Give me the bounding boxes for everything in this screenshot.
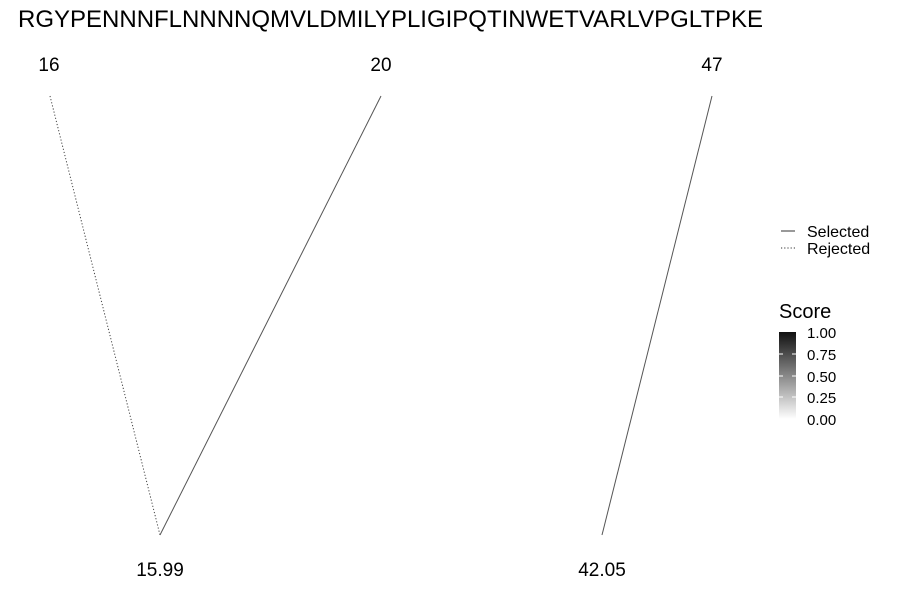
bottom-site-label-15-99: 15.99 bbox=[136, 560, 184, 581]
score-legend-title: Score bbox=[779, 301, 831, 323]
legend-rejected-label: Rejected bbox=[807, 241, 870, 258]
bottom-site-label-42-05: 42.05 bbox=[578, 560, 626, 581]
top-site-label-20: 20 bbox=[370, 55, 391, 76]
legend-selected-label: Selected bbox=[807, 224, 869, 241]
top-site-label-16: 16 bbox=[38, 55, 59, 76]
top-site-label-47: 47 bbox=[701, 55, 722, 76]
score-tick-label: 0.75 bbox=[807, 347, 836, 364]
connection-line-16-to-15-99 bbox=[49, 95, 161, 536]
score-colorbar bbox=[779, 332, 796, 419]
score-tick-label: 1.00 bbox=[807, 325, 836, 342]
sequence-title: RGYPENNNFLNNNNQMVLDMILYPLIGIPQTINWETVARL… bbox=[18, 6, 764, 33]
score-tick-label: 0.25 bbox=[807, 390, 836, 407]
score-tick-label: 0.50 bbox=[807, 369, 836, 386]
score-tick-label: 0.00 bbox=[807, 412, 836, 429]
connection-line-47-to-42-05 bbox=[601, 95, 713, 536]
connection-line-20-to-15-99 bbox=[159, 95, 382, 536]
